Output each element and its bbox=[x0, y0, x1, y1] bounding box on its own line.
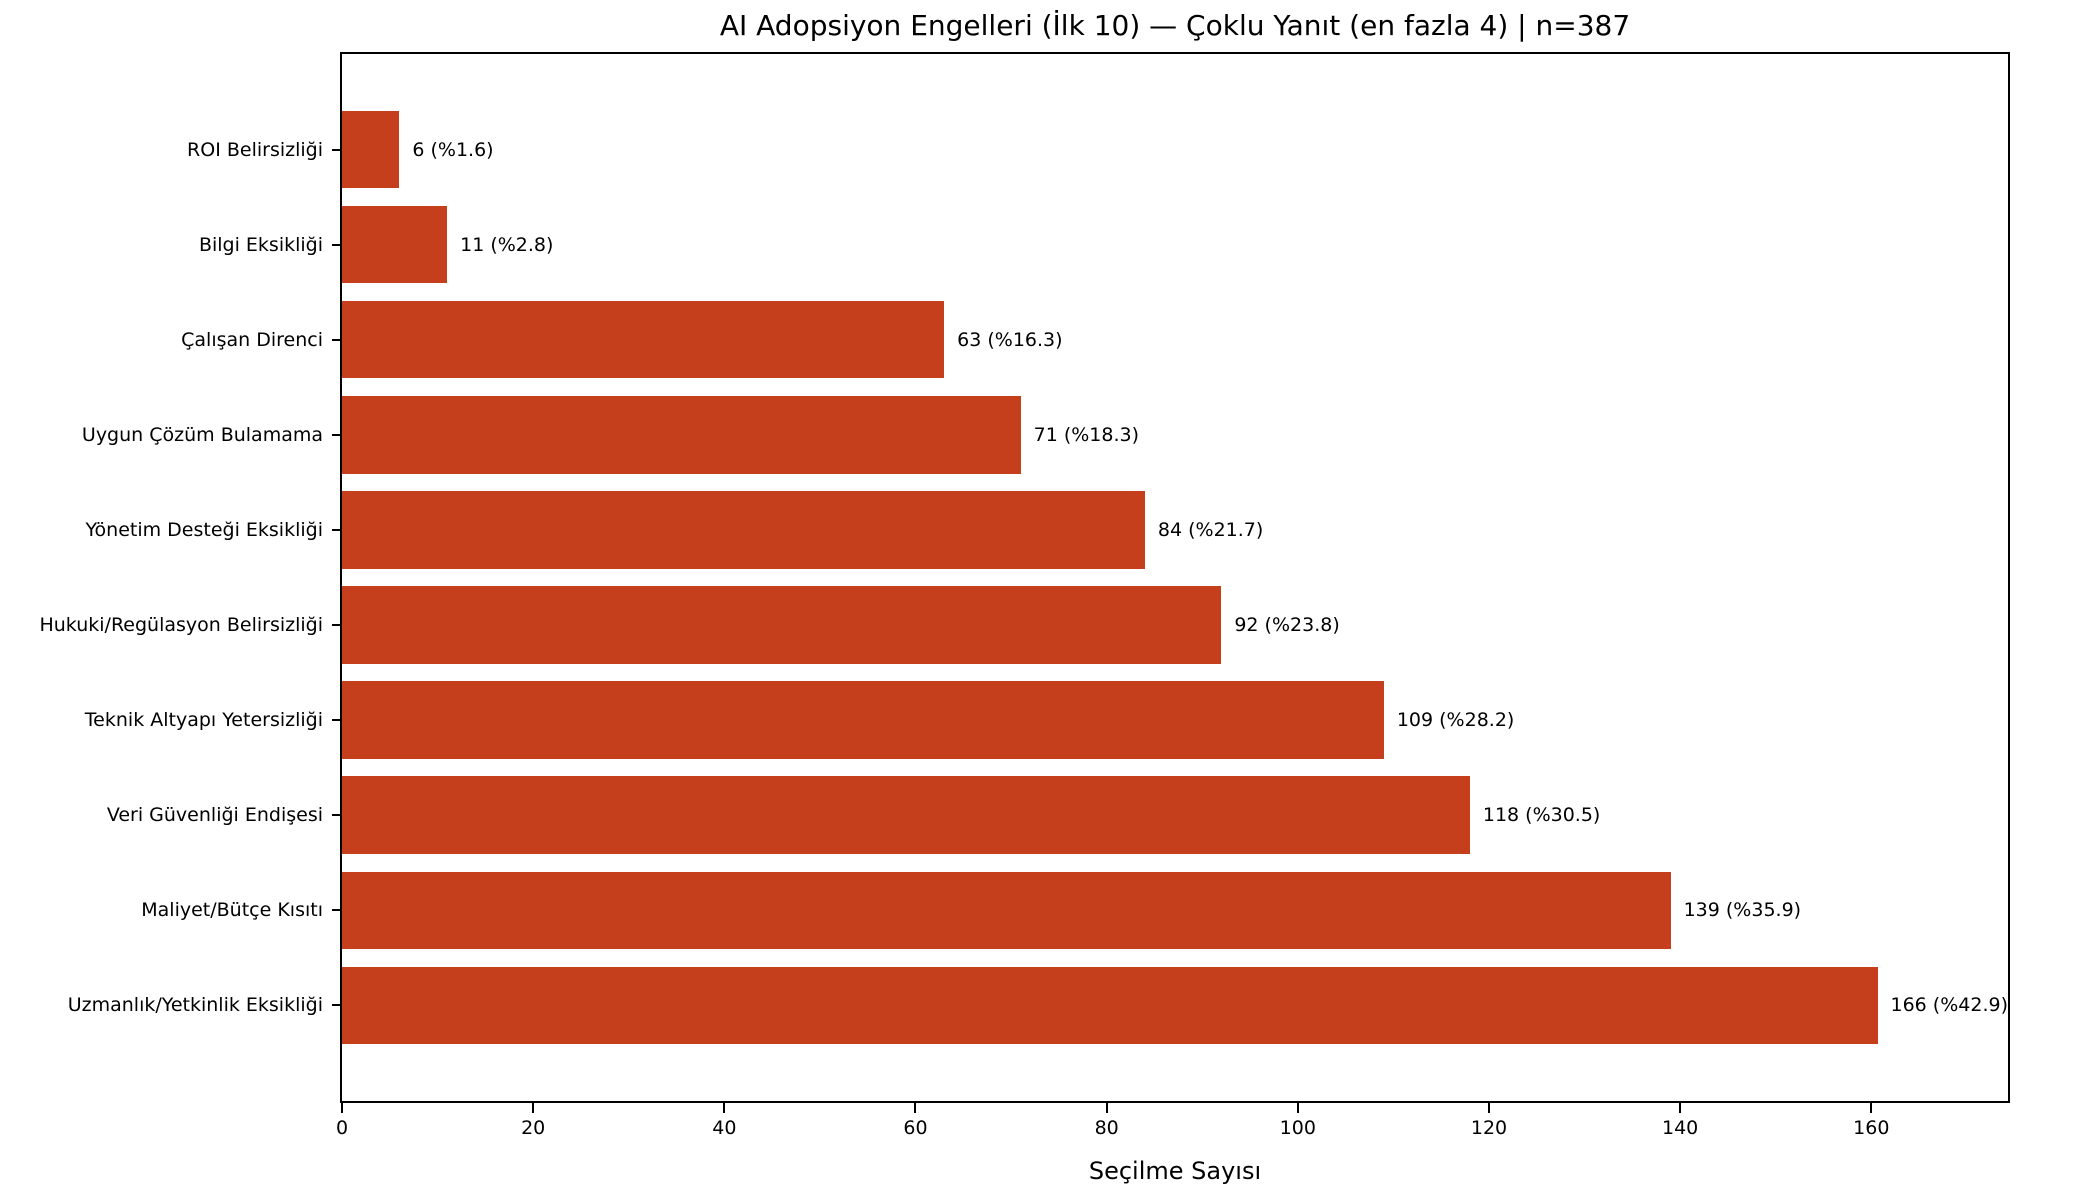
y-tick-mark bbox=[332, 1004, 342, 1007]
y-axis-label: ROI Belirsizliği bbox=[187, 138, 323, 161]
x-tick-mark bbox=[1487, 1103, 1490, 1113]
x-tick-mark bbox=[1296, 1103, 1299, 1113]
bar-value-label: 11 (%2.8) bbox=[460, 233, 554, 256]
bars-container: ROI Belirsizliği 6 (%1.6) Bilgi Eksikliğ… bbox=[39, 54, 2009, 1101]
y-tick-mark bbox=[332, 719, 342, 722]
bar bbox=[342, 776, 1470, 854]
x-tick-label: 40 bbox=[712, 1117, 737, 1139]
bar-row: Hukuki/Regülasyon Belirsizliği 92 (%23.8… bbox=[39, 577, 2008, 672]
x-tick-label: 0 bbox=[335, 1117, 349, 1139]
bar-value-label: 71 (%18.3) bbox=[1033, 423, 1140, 446]
bar bbox=[342, 110, 400, 189]
bar bbox=[342, 871, 1671, 950]
bar bbox=[342, 491, 1145, 569]
bar-row: Maliyet/Bütçe Kısıtı 139 (%35.9) bbox=[141, 863, 2008, 958]
x-tick-mark bbox=[1679, 1103, 1682, 1113]
y-tick-mark bbox=[332, 243, 342, 246]
y-axis-label: Hukuki/Regülasyon Belirsizliği bbox=[39, 614, 323, 637]
bar-row: ROI Belirsizliği 6 (%1.6) bbox=[187, 102, 2008, 197]
bar-row: Teknik Altyapı Yetersizliği 109 (%28.2) bbox=[85, 673, 2008, 768]
x-tick-label: 20 bbox=[521, 1117, 546, 1139]
y-tick-mark bbox=[332, 433, 342, 436]
bar-row: Yönetim Desteği Eksikliği 84 (%21.7) bbox=[85, 482, 2008, 577]
x-tick-mark bbox=[1870, 1103, 1873, 1113]
x-tick-mark bbox=[914, 1103, 917, 1113]
x-tick-mark bbox=[723, 1103, 726, 1113]
x-tick-mark bbox=[341, 1103, 343, 1113]
plot-area: AI Adopsiyon Engelleri (İlk 10) — Çoklu … bbox=[39, 9, 2010, 1185]
bar-value-label: 118 (%30.5) bbox=[1482, 804, 1601, 827]
bar-value-label: 92 (%23.8) bbox=[1234, 614, 1340, 637]
bar-row: Çalışan Direnci 63 (%16.3) bbox=[181, 292, 2008, 387]
y-tick-mark bbox=[332, 814, 342, 817]
bar-value-label: 139 (%35.9) bbox=[1683, 899, 1802, 922]
chart-title: AI Adopsiyon Engelleri (İlk 10) — Çoklu … bbox=[719, 9, 1631, 42]
x-tick-label: 160 bbox=[1853, 1117, 1890, 1139]
bar-value-label: 6 (%1.6) bbox=[412, 138, 494, 161]
bar-value-label: 109 (%28.2) bbox=[1396, 709, 1515, 732]
x-tick-mark bbox=[532, 1103, 535, 1113]
bar-value-label: 63 (%16.3) bbox=[957, 328, 1063, 351]
bar-row: Veri Güvenliği Endişesi 118 (%30.5) bbox=[107, 768, 2008, 863]
bar-value-label: 166 (%42.9) bbox=[1890, 994, 2009, 1017]
y-axis-label: Yönetim Desteği Eksikliği bbox=[85, 518, 323, 541]
bar bbox=[342, 300, 945, 379]
bar bbox=[342, 586, 1222, 664]
bar-value-label: 84 (%21.7) bbox=[1157, 518, 1264, 541]
x-tick-label: 120 bbox=[1470, 1117, 1508, 1139]
bar bbox=[342, 681, 1384, 759]
y-tick-mark bbox=[332, 909, 342, 912]
bar-row: Uzmanlık/Yetkinlik Eksikliği 166 (%42.9) bbox=[68, 958, 2009, 1053]
bar-row: Bilgi Eksikliği 11 (%2.8) bbox=[199, 197, 2008, 292]
x-tick-label: 100 bbox=[1279, 1117, 1316, 1139]
bar-row: Uygun Çözüm Bulamama 71 (%18.3) bbox=[82, 387, 2008, 482]
y-axis-label: Maliyet/Bütçe Kısıtı bbox=[141, 899, 323, 922]
bar bbox=[342, 966, 1878, 1045]
y-tick-mark bbox=[332, 528, 342, 531]
x-tick-label: 140 bbox=[1662, 1117, 1699, 1139]
y-axis-label: Çalışan Direnci bbox=[181, 328, 323, 351]
x-tick-mark bbox=[1105, 1103, 1108, 1113]
y-axis-label: Uygun Çözüm Bulamama bbox=[81, 423, 323, 446]
y-axis-label: Veri Güvenliği Endişesi bbox=[106, 804, 323, 827]
y-axis-label: Bilgi Eksikliği bbox=[198, 233, 323, 256]
x-tick-label: 60 bbox=[903, 1117, 928, 1139]
x-axis-title: Seçilme Sayısı bbox=[1088, 1157, 1262, 1185]
x-tick-label: 80 bbox=[1094, 1117, 1119, 1139]
y-tick-mark bbox=[332, 624, 342, 627]
y-tick-mark bbox=[332, 148, 342, 151]
y-axis-label: Teknik Altyapı Yetersizliği bbox=[84, 709, 323, 732]
y-axis-label: Uzmanlık/Yetkinlik Eksikliği bbox=[67, 994, 323, 1017]
bar bbox=[342, 396, 1021, 474]
bar bbox=[342, 205, 448, 284]
y-tick-mark bbox=[332, 338, 342, 341]
